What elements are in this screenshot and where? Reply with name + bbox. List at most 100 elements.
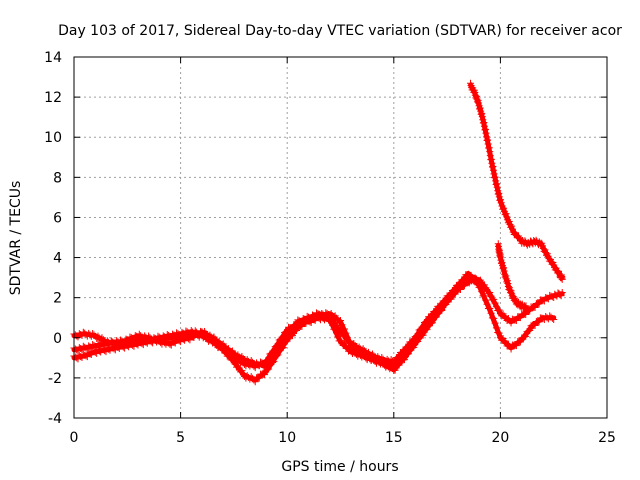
- data-point: [239, 370, 247, 378]
- data-point: [428, 312, 436, 320]
- data-point: [497, 199, 505, 207]
- data-point: [482, 296, 490, 304]
- x-tick-label: 20: [491, 430, 509, 446]
- y-tick-label: 6: [53, 210, 62, 226]
- data-point: [289, 332, 297, 340]
- data-point: [558, 288, 566, 296]
- data-point: [451, 286, 459, 294]
- data-point: [270, 352, 278, 360]
- data-point: [418, 324, 426, 332]
- data-point: [504, 216, 512, 224]
- data-point: [492, 324, 500, 332]
- data-point: [522, 302, 530, 310]
- data-point: [432, 307, 440, 315]
- data-point: [503, 277, 511, 285]
- data-point: [495, 329, 503, 337]
- data-point: [490, 170, 498, 178]
- data-point: [495, 306, 503, 314]
- data-point: [532, 236, 540, 244]
- plot-frame: [73, 56, 608, 419]
- data-point: [480, 281, 488, 289]
- data-point: [503, 278, 511, 286]
- data-point: [456, 280, 464, 288]
- data-point: [490, 314, 498, 322]
- data-point: [522, 332, 530, 340]
- data-point: [480, 292, 488, 300]
- data-point: [490, 295, 498, 303]
- data-point: [504, 219, 512, 227]
- data-point: [263, 360, 271, 368]
- data-point: [492, 177, 500, 185]
- data-point: [506, 220, 514, 228]
- data-point: [273, 346, 281, 354]
- y-tick-label: 14: [44, 50, 62, 66]
- data-point: [500, 204, 508, 212]
- data-point: [486, 305, 494, 312]
- data-point: [278, 338, 286, 346]
- data-point: [482, 129, 490, 137]
- data-point: [333, 322, 341, 330]
- data-point: [238, 367, 246, 375]
- x-axis-label: GPS time / hours: [281, 459, 398, 475]
- data-point: [423, 325, 431, 333]
- data-point: [478, 288, 486, 296]
- x-tick-label: 25: [598, 430, 616, 446]
- data-point: [496, 196, 504, 204]
- data-point: [495, 189, 503, 197]
- data-point: [414, 331, 422, 339]
- data-point: [494, 329, 502, 337]
- data-point: [265, 365, 273, 373]
- data-point: [507, 223, 515, 231]
- data-point: [412, 332, 420, 340]
- data-point: [488, 314, 496, 322]
- data-point: [491, 319, 499, 327]
- data-point: [524, 327, 532, 335]
- data-point: [531, 303, 539, 311]
- data-point: [334, 333, 342, 341]
- data-point: [516, 338, 524, 346]
- data-point: [282, 332, 290, 340]
- data-point: [447, 291, 455, 299]
- data-point: [488, 159, 496, 167]
- chart-ticks: 0 5 10 15 20 25 -4 -2 0 2 4 6 8 10 12 14: [44, 50, 616, 446]
- data-point: [526, 307, 534, 315]
- data-point: [480, 118, 488, 126]
- data-point: [395, 361, 403, 369]
- data-point: [408, 344, 416, 352]
- data-point: [293, 326, 301, 334]
- data-point: [404, 342, 412, 350]
- data-point: [535, 300, 543, 308]
- data-point: [410, 337, 418, 345]
- data-point: [504, 280, 512, 288]
- data-point: [535, 318, 543, 326]
- data-point: [473, 98, 481, 106]
- data-point: [331, 319, 339, 327]
- data-point: [512, 342, 520, 350]
- data-point: [503, 213, 511, 221]
- x-tick-label: 5: [176, 430, 185, 446]
- y-tick-label: 4: [53, 251, 62, 267]
- data-point: [338, 321, 346, 329]
- data-point: [486, 152, 494, 160]
- data-point: [493, 183, 501, 191]
- data-point: [289, 326, 297, 334]
- data-point: [427, 319, 435, 327]
- data-point: [498, 258, 506, 266]
- data-point: [548, 314, 556, 322]
- data-point: [483, 133, 491, 141]
- data-point: [480, 122, 488, 130]
- data-point: [476, 104, 484, 112]
- data-point: [337, 317, 344, 325]
- data-point: [558, 275, 566, 283]
- data-point: [508, 225, 516, 233]
- data-point: [487, 309, 495, 317]
- data-point: [442, 296, 450, 304]
- data-point: [489, 166, 497, 174]
- data-point: [400, 356, 408, 364]
- data-point: [265, 359, 273, 367]
- data-point: [423, 317, 431, 325]
- data-point: [484, 140, 492, 148]
- data-point: [279, 338, 287, 346]
